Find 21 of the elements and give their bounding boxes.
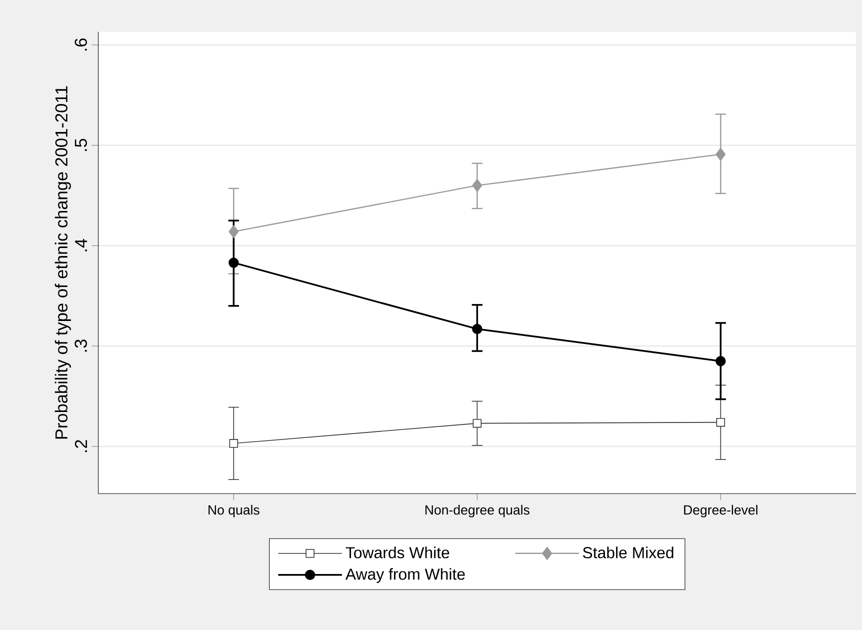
point: [229, 438, 238, 448]
y-tick-label: .6: [74, 38, 87, 50]
x-tick-label: No quals: [208, 504, 260, 518]
point: [472, 324, 482, 334]
legend-label: Stable Mixed: [582, 546, 674, 558]
point: [716, 418, 726, 427]
point: [472, 418, 482, 428]
legend-label: Towards White: [346, 546, 450, 558]
point: [228, 225, 239, 238]
y-axis-title: Probability of type of ethnic change 2001-2011: [54, 86, 71, 439]
point: [716, 356, 726, 366]
y-tick-label: .2: [74, 440, 87, 452]
x-tick-label: Degree-level: [684, 504, 758, 518]
y-tick-label: .4: [75, 238, 87, 252]
x-tick-label: Non-degree quals: [425, 504, 530, 518]
y-tick-label: .3: [74, 339, 87, 352]
point: [716, 148, 726, 161]
point: [472, 178, 482, 192]
y-tick-label: .5: [74, 138, 87, 151]
legend-label: Away from White: [345, 568, 465, 583]
point: [228, 257, 239, 268]
